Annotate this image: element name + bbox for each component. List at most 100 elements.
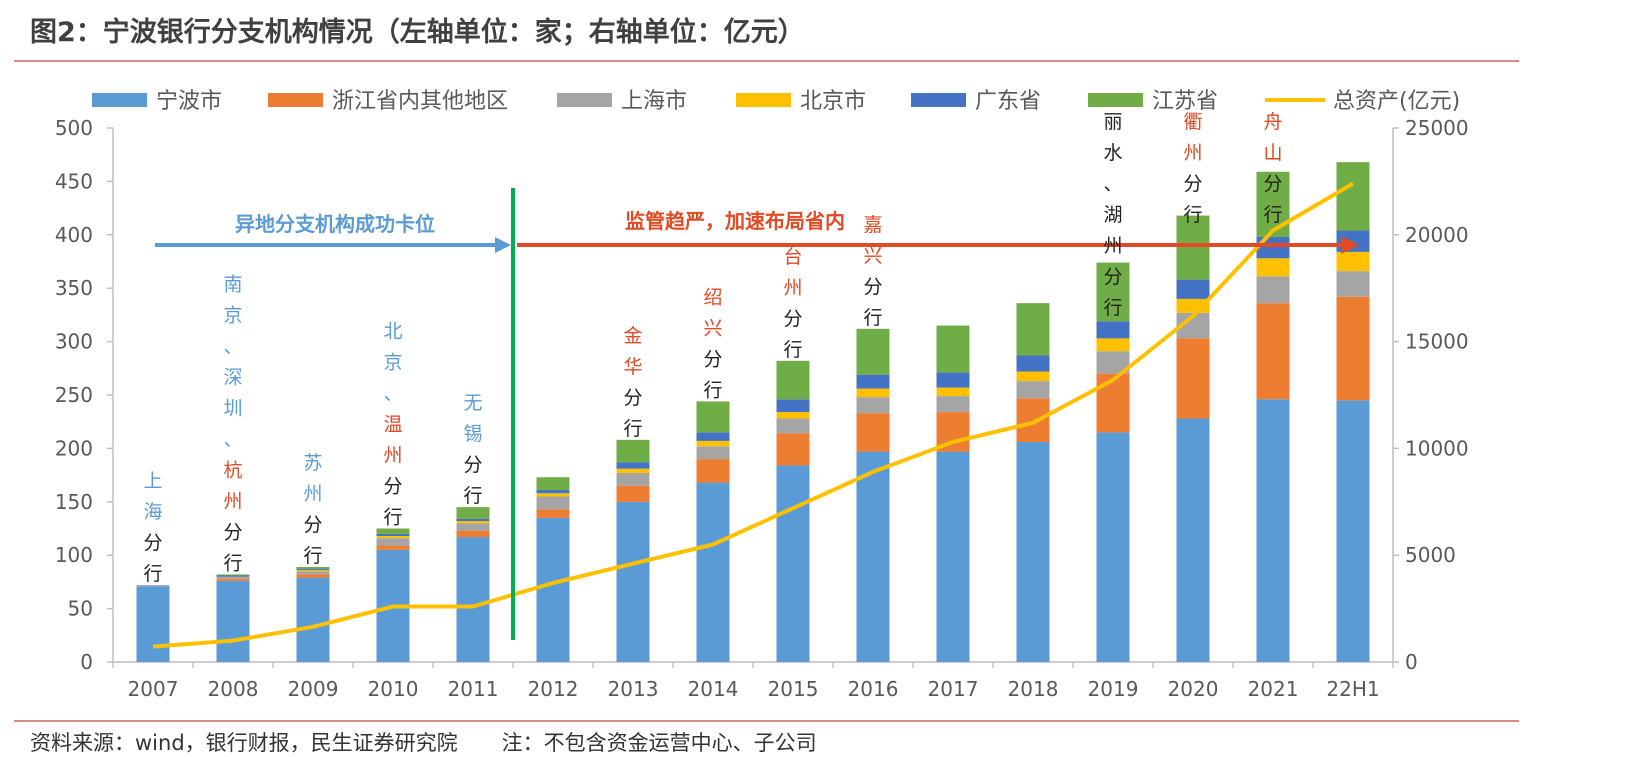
- branch-label-char: 杭: [223, 459, 242, 481]
- bar-segment: [936, 372, 970, 388]
- bar-segment: [856, 413, 890, 452]
- bar-segment: [456, 537, 490, 662]
- branch-label-char: 嘉: [863, 214, 882, 236]
- bar-segment: [216, 574, 250, 576]
- source-note: 资料来源：wind，银行财报，民生证券研究院: [30, 731, 458, 755]
- left-tick-label: 450: [55, 169, 93, 193]
- branch-label-char: 分: [303, 514, 322, 536]
- figure-title: 图2：宁波银行分支机构情况（左轴单位：家；右轴单位：亿元）: [30, 17, 805, 48]
- branch-label-char: 分: [1183, 173, 1202, 195]
- bar-segment: [856, 451, 890, 662]
- right-tick-label: 25000: [1405, 116, 1469, 140]
- branch-label-char: 分: [383, 476, 402, 498]
- left-tick-label: 500: [55, 116, 93, 140]
- branch-label-char: 水: [1103, 142, 1122, 164]
- right-tick-label: 10000: [1405, 436, 1469, 460]
- branch-label-char: 、: [223, 428, 242, 450]
- legend-label: 江苏省: [1152, 89, 1218, 114]
- bar-segment: [616, 501, 650, 662]
- total-assets-line: [152, 181, 1355, 649]
- branch-label-char: 无: [463, 392, 482, 414]
- x-tick-label: 2008: [208, 677, 259, 701]
- bar-segment: [1096, 338, 1130, 352]
- x-tick-label: 2013: [608, 677, 659, 701]
- branch-label-char: 兴: [703, 317, 722, 339]
- legend-swatch: [268, 93, 323, 107]
- right-tick-label: 20000: [1405, 223, 1469, 247]
- branch-label-char: 行: [143, 563, 162, 585]
- left-tick-label: 200: [55, 436, 93, 460]
- bar-segment: [776, 465, 810, 662]
- left-tick-label: 300: [55, 330, 93, 354]
- branch-label-char: 北: [383, 321, 402, 343]
- branch-label-char: 舟: [1263, 111, 1282, 133]
- branch-label-char: 分: [143, 532, 162, 554]
- right-tick-label: 5000: [1405, 543, 1456, 567]
- phase1-label: 异地分支机构成功卡位: [235, 212, 435, 236]
- bar-segment: [1176, 418, 1210, 662]
- bar-segment: [1016, 381, 1050, 399]
- branch-label-char: 苏: [303, 452, 322, 474]
- bar-segment: [456, 521, 490, 524]
- branch-label-char: 分: [783, 308, 802, 330]
- x-tick-label: 2015: [768, 677, 819, 701]
- branch-label-char: 兴: [863, 245, 882, 267]
- legend-label: 北京市: [800, 89, 866, 114]
- branch-label-char: 圳: [223, 397, 242, 419]
- bar-segment: [1096, 351, 1130, 374]
- bar-segment: [216, 576, 250, 579]
- bar-segment: [1336, 162, 1370, 231]
- branch-label-char: 行: [1183, 204, 1202, 226]
- bar-segment: [216, 575, 250, 577]
- bar-segment: [1176, 215, 1210, 280]
- bar-segment: [1336, 296, 1370, 401]
- bar-segment: [296, 566, 330, 570]
- bar-segment: [696, 482, 730, 662]
- branch-label-char: 山: [1263, 142, 1282, 164]
- bar-segment: [696, 432, 730, 441]
- branch-label-char: 行: [1103, 297, 1122, 319]
- left-tick-label: 150: [55, 490, 93, 514]
- x-tick-label: 22H1: [1326, 677, 1379, 701]
- branch-label-char: 分: [863, 276, 882, 298]
- branch-label-char: 行: [783, 339, 802, 361]
- left-tick-label: 250: [55, 383, 93, 407]
- footer-rule: [14, 720, 1519, 722]
- branch-label-char: 分: [463, 454, 482, 476]
- bar-segment: [616, 472, 650, 486]
- bar-segment: [536, 517, 570, 662]
- phase2-arrowhead: [1341, 236, 1359, 254]
- bar-segment: [456, 523, 490, 531]
- x-tick-label: 2021: [1248, 677, 1299, 701]
- bar-segment: [696, 459, 730, 483]
- x-tick-label: 2018: [1008, 677, 1059, 701]
- bar-segment: [856, 328, 890, 375]
- bar-segment: [136, 586, 170, 662]
- branch-label-char: 行: [703, 379, 722, 401]
- legend-swatch: [557, 93, 612, 107]
- bar-segment: [1256, 236, 1290, 259]
- branch-label-char: 华: [623, 356, 642, 378]
- branch-label-char: 京: [383, 352, 402, 374]
- left-tick-label: 400: [55, 223, 93, 247]
- bar-segment: [1096, 262, 1130, 322]
- branch-label-char: 绍: [703, 286, 722, 308]
- bar-segment: [456, 518, 490, 522]
- branch-label-char: 州: [383, 445, 402, 467]
- bar-segment: [296, 569, 330, 571]
- branch-label-char: 州: [223, 490, 242, 512]
- branch-label-char: 州: [1183, 142, 1202, 164]
- branch-label-char: 分: [1263, 173, 1282, 195]
- branch-label-char: 深: [223, 366, 242, 388]
- branch-label-char: 分: [223, 521, 242, 543]
- legend-swatch: [911, 93, 966, 107]
- bar-segment: [1256, 276, 1290, 304]
- bar-segment: [776, 360, 810, 400]
- stacked-bar-chart: 0501001502002503003504004505000500010000…: [55, 89, 1469, 701]
- branch-label-char: 州: [1103, 235, 1122, 257]
- x-tick-label: 2007: [128, 677, 179, 701]
- bar-segment: [456, 507, 490, 519]
- branch-label-char: 行: [383, 507, 402, 529]
- branch-label-char: 南: [223, 273, 242, 295]
- legend-label: 浙江省内其他地区: [332, 89, 508, 114]
